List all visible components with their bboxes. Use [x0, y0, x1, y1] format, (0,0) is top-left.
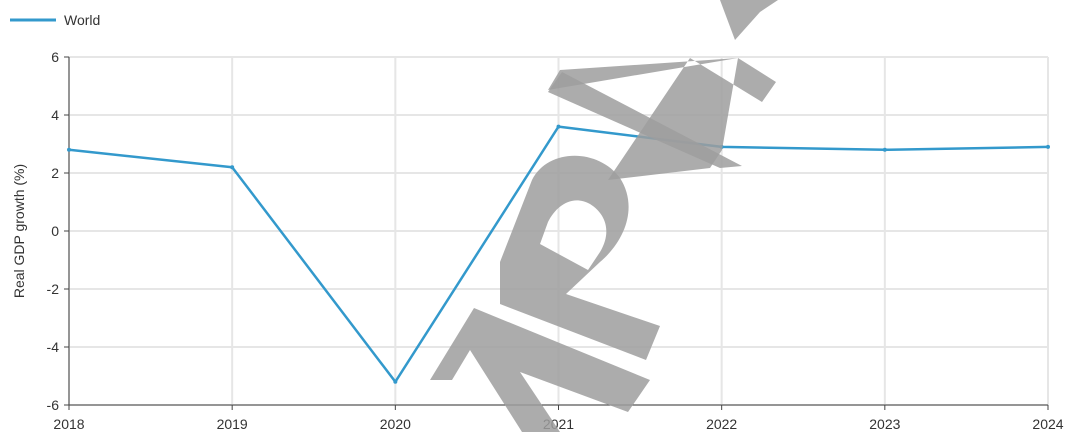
x-tick-label: 2022: [706, 416, 737, 432]
y-tick-label: -4: [47, 339, 60, 355]
y-tick-label: 4: [51, 107, 59, 123]
y-tick-label: -6: [47, 397, 60, 413]
data-point-world-2018[interactable]: [67, 147, 71, 152]
watermark-letter-l-bottom: [548, 72, 742, 168]
sample-watermark: [430, 0, 778, 432]
x-axis-ticks: 2018 2019 2020 2021 2022 2023 2024: [53, 405, 1064, 432]
data-point-world-2020[interactable]: [393, 379, 398, 384]
legend-label-world: World: [64, 12, 100, 28]
watermark-letter-m: [430, 308, 650, 432]
x-tick-label: 2018: [53, 416, 84, 432]
x-tick-label: 2019: [217, 416, 248, 432]
data-point-world-2021[interactable]: [556, 124, 561, 129]
data-point-world-2019[interactable]: [230, 165, 235, 170]
y-axis-ticks: 6 4 2 0 -2 -4 -6: [47, 49, 69, 413]
series-group: [67, 124, 1050, 384]
data-point-world-2023[interactable]: [882, 147, 887, 152]
legend[interactable]: World: [10, 12, 100, 28]
x-tick-label: 2020: [380, 416, 411, 432]
watermark-letter-e: [720, 0, 778, 40]
y-tick-label: 6: [51, 49, 59, 65]
y-tick-label: 2: [51, 165, 59, 181]
x-tick-label: 2023: [869, 416, 900, 432]
y-axis-title: Real GDP growth (%): [11, 164, 27, 298]
x-tick-label: 2024: [1032, 416, 1063, 432]
y-tick-label: -2: [47, 281, 60, 297]
data-point-world-2024[interactable]: [1046, 144, 1050, 149]
watermark-letter-p: [500, 155, 660, 360]
y-tick-label: 0: [51, 223, 59, 239]
watermark-letter-l: [548, 58, 776, 180]
